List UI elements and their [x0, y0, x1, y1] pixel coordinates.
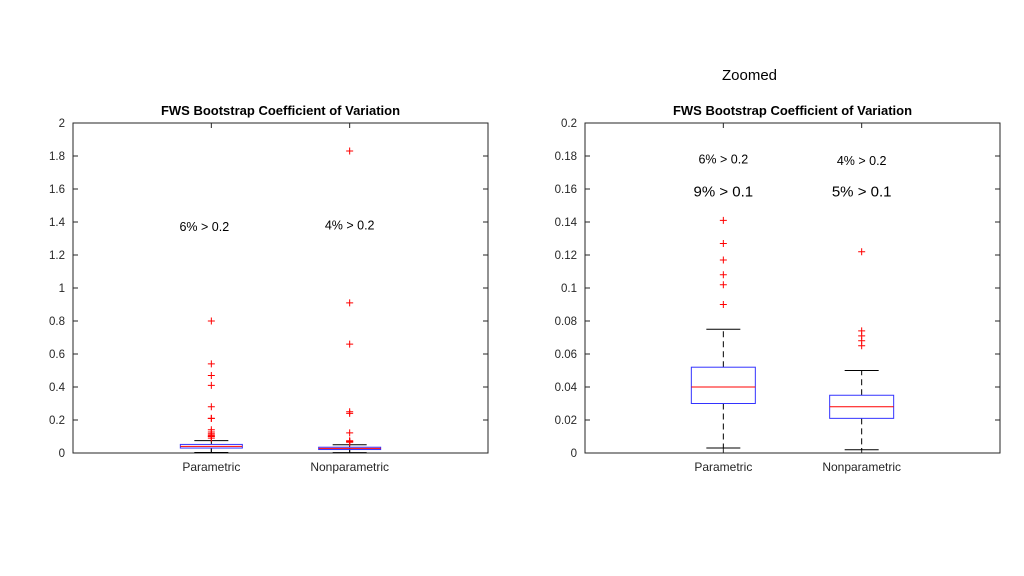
y-tick-label: 0.2	[561, 118, 577, 130]
outlier-marker	[207, 414, 215, 422]
x-tick-label: Parametric	[182, 460, 240, 474]
y-tick-label: 0.14	[555, 217, 578, 229]
annotation: 9% > 0.1	[694, 183, 754, 200]
y-tick-label: 2	[59, 118, 65, 130]
outlier-marker	[346, 429, 354, 437]
y-tick-label: 1.8	[49, 151, 65, 163]
outlier-marker	[207, 371, 215, 379]
outlier-marker	[346, 299, 354, 307]
y-tick-label: 0.06	[555, 349, 577, 361]
plot-frame	[584, 122, 1001, 454]
zoomed-label: Zoomed	[722, 67, 778, 84]
outlier-marker	[719, 301, 727, 308]
outlier-marker	[207, 317, 215, 325]
y-tick-label: 1	[59, 283, 65, 295]
x-tick-label: Nonparametric	[822, 460, 901, 474]
outlier-marker	[346, 408, 354, 416]
y-tick-label: 1.6	[49, 184, 65, 196]
y-tick-label: 0.04	[555, 382, 578, 394]
outlier-marker	[719, 239, 727, 247]
outlier-marker	[346, 147, 354, 155]
outlier-marker	[207, 403, 215, 411]
y-tick-label: 0.02	[555, 415, 577, 427]
outlier-marker	[858, 327, 866, 335]
chart-title: FWS Bootstrap Coefficient of Variation	[673, 103, 912, 118]
outlier-marker	[346, 437, 354, 445]
x-tick-label: Nonparametric	[310, 460, 389, 474]
y-tick-label: 1.2	[49, 250, 65, 262]
y-tick-label: 0	[59, 448, 65, 460]
y-tick-label: 0.8	[49, 316, 65, 328]
annotation: 4% > 0.2	[325, 218, 375, 232]
y-tick-label: 0.1	[561, 283, 577, 295]
outlier-marker	[719, 281, 727, 289]
annotation: 6% > 0.2	[179, 220, 229, 234]
outlier-marker	[858, 248, 866, 256]
outlier-marker	[207, 360, 215, 368]
box-iqr	[690, 366, 756, 405]
x-tick-label: Parametric	[694, 460, 752, 474]
y-tick-label: 1.4	[49, 217, 66, 229]
outlier-marker	[719, 256, 727, 264]
annotation: 6% > 0.2	[698, 152, 748, 166]
y-tick-label: 0.18	[555, 151, 577, 163]
annotation: 4% > 0.2	[837, 154, 887, 168]
y-tick-label: 0.4	[49, 382, 66, 394]
y-tick-label: 0.6	[49, 349, 65, 361]
y-tick-label: 0	[571, 448, 577, 460]
y-tick-label: 0.08	[555, 316, 577, 328]
y-tick-label: 0.16	[555, 184, 577, 196]
annotation: 5% > 0.1	[832, 183, 892, 200]
outlier-marker	[719, 216, 727, 224]
outlier-marker	[719, 271, 727, 279]
outlier-marker	[207, 426, 215, 434]
outlier-marker	[346, 340, 354, 348]
y-tick-label: 0.12	[555, 250, 577, 262]
y-tick-label: 0.2	[49, 415, 65, 427]
chart-title: FWS Bootstrap Coefficient of Variation	[161, 103, 400, 118]
outlier-marker	[207, 381, 215, 389]
